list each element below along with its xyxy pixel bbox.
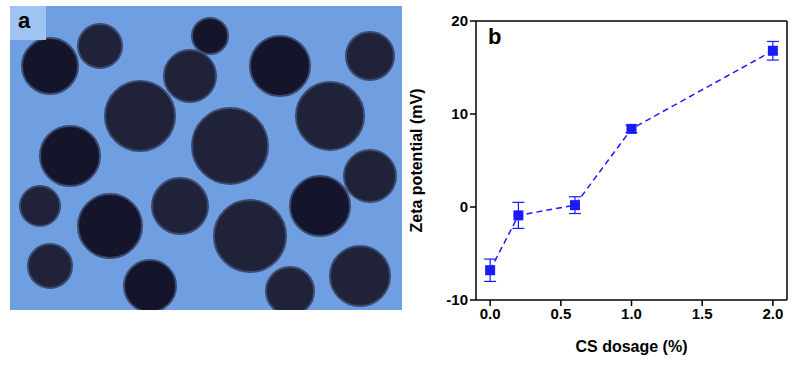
- svg-text:1.5: 1.5: [692, 305, 713, 322]
- svg-text:10: 10: [451, 105, 468, 122]
- svg-text:Zeta potential (mV): Zeta potential (mV): [408, 88, 425, 232]
- svg-text:0.5: 0.5: [550, 305, 571, 322]
- svg-text:0.0: 0.0: [480, 305, 501, 322]
- svg-text:0: 0: [460, 198, 468, 215]
- html-text:b: b: [488, 24, 502, 49]
- svg-text:1.0: 1.0: [621, 305, 642, 322]
- svg-text:-10: -10: [446, 291, 468, 308]
- svg-text:20: 20: [451, 12, 468, 29]
- svg-text:2.0: 2.0: [762, 305, 783, 322]
- svg-text:CS dosage (%): CS dosage (%): [575, 338, 687, 355]
- html-text:a: a: [18, 8, 31, 33]
